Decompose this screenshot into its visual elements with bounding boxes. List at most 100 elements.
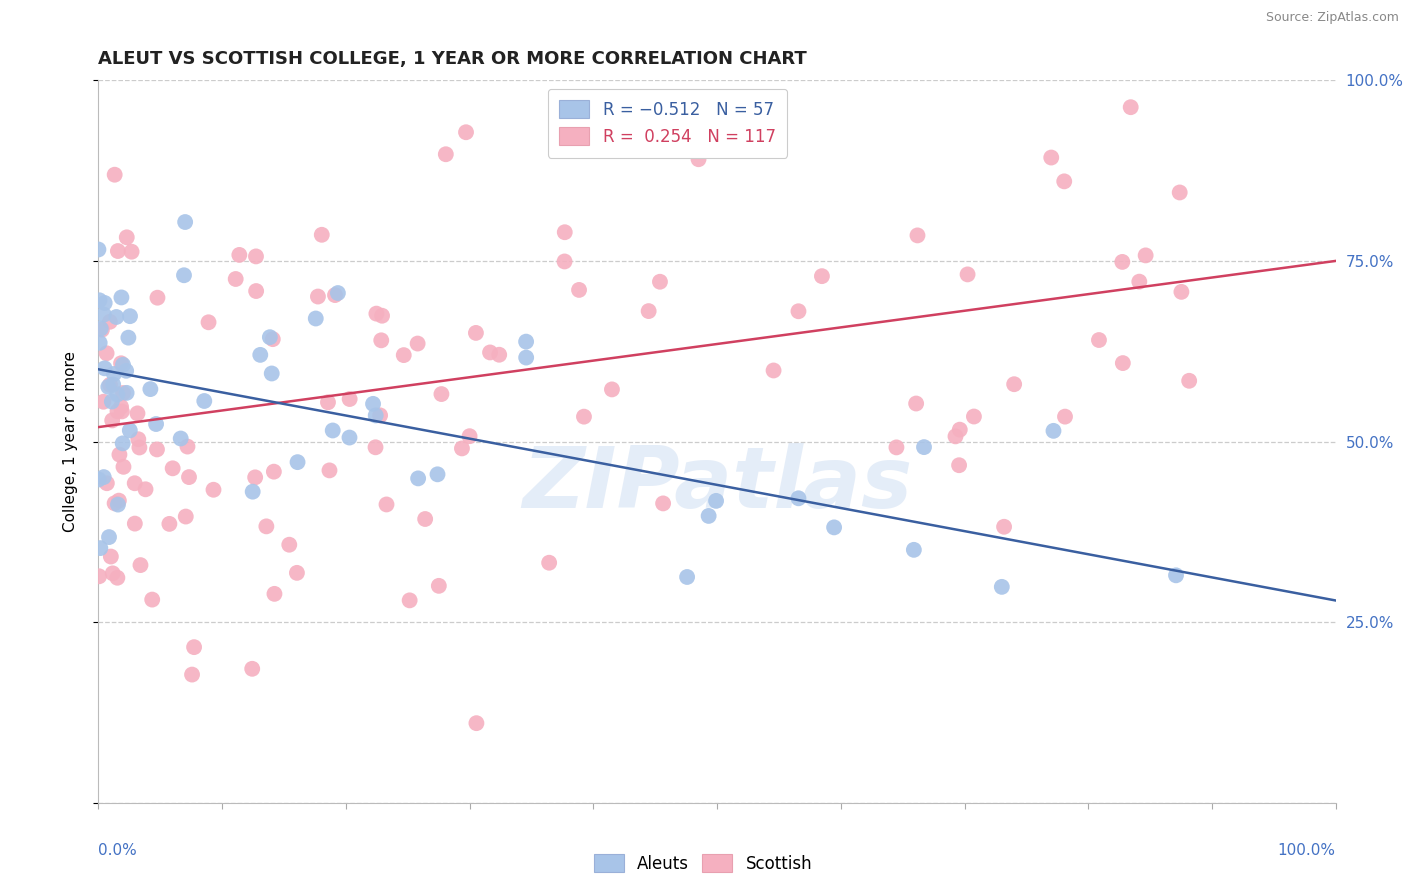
Point [366,307,388,321]
Point [1128,275,1150,289]
Point [318,463,340,477]
Point [1112,356,1135,370]
Point [173,268,195,283]
Point [108,448,131,462]
Point [93,394,115,409]
Point [568,283,591,297]
Point [368,409,391,423]
Point [202,483,225,497]
Point [228,248,250,262]
Point [259,330,281,344]
Point [110,290,132,304]
Point [115,364,138,378]
Point [1053,409,1076,424]
Point [697,508,720,523]
Point [1111,255,1133,269]
Point [93,308,115,322]
Point [1053,174,1076,188]
Point [600,383,623,397]
Point [124,516,146,531]
Point [364,440,387,454]
Point [135,483,157,497]
Point [170,432,193,446]
Point [127,406,149,420]
Point [1164,568,1187,582]
Point [430,387,453,401]
Point [322,424,344,438]
Point [89,569,111,583]
Point [371,309,394,323]
Point [912,440,935,454]
Point [162,461,184,475]
Point [554,225,576,239]
Point [111,358,134,372]
Point [263,465,285,479]
Point [538,556,561,570]
Point [886,441,908,455]
Point [905,396,928,410]
Point [339,431,361,445]
Point [98,315,121,329]
Point [96,346,118,360]
Point [225,272,247,286]
Point [245,284,267,298]
Point [181,667,204,681]
Point [111,436,134,450]
Point [1168,186,1191,200]
Legend: Aleuts, Scottish: Aleuts, Scottish [588,847,818,880]
Point [90,321,112,335]
Point [1119,100,1142,114]
Point [413,512,436,526]
Point [637,304,659,318]
Point [242,484,264,499]
Point [93,361,115,376]
Point [97,380,120,394]
Point [121,244,143,259]
Point [963,409,986,424]
Text: Source: ZipAtlas.com: Source: ZipAtlas.com [1265,11,1399,24]
Point [458,429,481,443]
Point [454,125,477,139]
Point [96,476,118,491]
Text: ZIPatlas: ZIPatlas [522,443,912,526]
Point [101,566,124,581]
Point [104,496,127,510]
Point [479,345,502,359]
Point [145,417,167,431]
Point [101,377,124,392]
Point [515,351,537,365]
Point [515,334,537,349]
Point [285,566,308,580]
Point [361,397,384,411]
Point [713,94,735,108]
Point [398,593,420,607]
Point [108,493,131,508]
Point [146,291,169,305]
Point [572,409,595,424]
Point [949,423,972,437]
Point [105,387,128,401]
Point [465,716,488,731]
Point [704,494,727,508]
Point [100,549,122,564]
Point [1040,151,1063,165]
Point [117,331,139,345]
Point [87,243,110,257]
Point [316,395,339,409]
Point [127,432,149,446]
Point [183,640,205,654]
Point [197,315,219,329]
Point [112,386,135,401]
Point [93,296,115,310]
Text: ALEUT VS SCOTTISH COLLEGE, 1 YEAR OR MORE CORRELATION CHART: ALEUT VS SCOTTISH COLLEGE, 1 YEAR OR MOR… [98,50,807,68]
Point [370,334,392,348]
Point [406,336,429,351]
Point [176,440,198,454]
Point [107,498,129,512]
Y-axis label: College, 1 year or more: College, 1 year or more [63,351,77,532]
Point [406,471,429,485]
Point [249,348,271,362]
Point [115,385,138,400]
Point [89,541,111,555]
Point [101,394,124,409]
